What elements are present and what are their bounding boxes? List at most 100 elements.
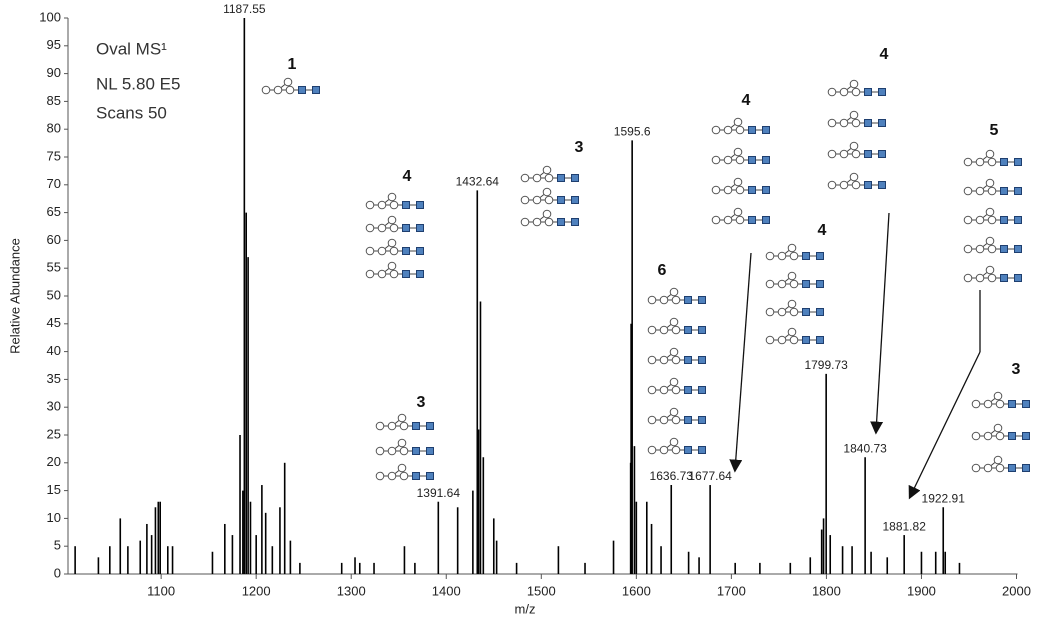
glycan-glcnac [816, 280, 824, 288]
glycan-mannose [723, 215, 733, 225]
glycan-glcnac [684, 446, 692, 454]
glycan-antenna [647, 437, 706, 455]
glycan-mannose [671, 295, 681, 305]
glycan-mannose [647, 415, 657, 425]
glycan-mannose [849, 172, 859, 182]
glycan-antenna [520, 209, 579, 227]
glycan-glcnac [557, 218, 565, 226]
glycan-mannose [851, 118, 861, 128]
y-axis-label: Relative Abundance [7, 238, 22, 354]
glycan-glcnac [762, 216, 770, 224]
glycan-mannose [659, 325, 669, 335]
glycan-glcnac [816, 336, 824, 344]
glycan-mannose [787, 299, 797, 309]
glycan-mannose [399, 471, 409, 481]
glycan-glcnac [1000, 216, 1008, 224]
structure-number: 4 [403, 168, 412, 185]
glycan-mannose [765, 251, 775, 261]
y-tick-label: 95 [47, 37, 61, 52]
glycan-mannose [659, 355, 669, 365]
glycan-mannose [827, 87, 837, 97]
glycan-glcnac [557, 174, 565, 182]
glycan-glcnac [298, 86, 306, 94]
glycan-mannose [849, 79, 859, 89]
glycan-glcnac [426, 472, 434, 480]
glycan-glcnac [416, 201, 424, 209]
glycan-mannose [671, 445, 681, 455]
glycan-mannose [787, 271, 797, 281]
glycan-mannose [733, 177, 743, 187]
glycan-glcnac [684, 416, 692, 424]
glycan-mannose [671, 415, 681, 425]
glycan-mannose [377, 269, 387, 279]
glycan-mannose [397, 463, 407, 473]
peak-label: 1187.55 [223, 2, 266, 16]
glycan-mannose [285, 85, 295, 95]
glycan-antenna [520, 165, 579, 183]
glycan-glcnac [412, 422, 420, 430]
glycan-mannose [365, 246, 375, 256]
glycan-mannose [261, 85, 271, 95]
glycan-mannose [542, 209, 552, 219]
glycan-mannose [520, 217, 530, 227]
glycan-mannose [765, 335, 775, 345]
structure-number: 6 [658, 262, 667, 279]
glycan-glcnac [684, 326, 692, 334]
glycan-glcnac [698, 446, 706, 454]
y-tick-label: 60 [47, 232, 61, 247]
glycan-mannose [647, 355, 657, 365]
glycan-mannose [377, 223, 387, 233]
glycan-glcnac [1022, 400, 1030, 408]
glycan-antenna [827, 141, 886, 159]
glycan-mannose [365, 223, 375, 233]
glycan-mannose [993, 455, 1003, 465]
y-tick-label: 35 [47, 371, 61, 386]
glycan-antenna [647, 287, 706, 305]
y-tick-label: 50 [47, 287, 61, 302]
glycan-mannose [777, 251, 787, 261]
y-tick-label: 20 [47, 454, 61, 469]
structure-number: 3 [1012, 361, 1021, 378]
glycan-mannose [839, 87, 849, 97]
glycan-glcnac [571, 196, 579, 204]
glycan-mannose [995, 463, 1005, 473]
glycan-mannose [963, 186, 973, 196]
glycan-antenna [647, 347, 706, 365]
x-tick-label: 1100 [147, 583, 175, 598]
glycan-glcnac [864, 150, 872, 158]
glycan-mannose [647, 385, 657, 395]
glycan-mannose [789, 279, 799, 289]
glycan-mannose [985, 236, 995, 246]
glycan-antenna [365, 261, 424, 279]
glycan-antenna [963, 207, 1022, 225]
glycan-glcnac [571, 218, 579, 226]
glycan-mannose [839, 149, 849, 159]
structure-number: 1 [288, 56, 297, 73]
glycan-mannose [387, 421, 397, 431]
y-tick-label: 100 [39, 9, 61, 24]
glycan-antenna [365, 238, 424, 256]
glycan-glcnac [698, 326, 706, 334]
y-tick-label: 75 [47, 148, 61, 163]
glycan-mannose [387, 446, 397, 456]
glycan-mannose [387, 261, 397, 271]
glycan-mannose [789, 251, 799, 261]
glycan-glcnac [402, 247, 410, 255]
glycan-mannose [987, 273, 997, 283]
structure-number: 5 [990, 122, 999, 139]
glycan-mannose [963, 273, 973, 283]
glycan-glcnac [412, 447, 420, 455]
glycan-mannose [983, 399, 993, 409]
glycan-mannose [985, 149, 995, 159]
glycan-glcnac [1022, 464, 1030, 472]
glycan-glcnac [1000, 245, 1008, 253]
glycan-mannose [711, 125, 721, 135]
glycan-glcnac [698, 386, 706, 394]
glycan-glcnac [1014, 216, 1022, 224]
structure-number: 4 [880, 46, 889, 63]
glycan-antenna [971, 391, 1030, 409]
y-tick-label: 65 [47, 204, 61, 219]
x-tick-label: 1800 [812, 583, 841, 598]
glycan-glcnac [1000, 187, 1008, 195]
glycan-glcnac [684, 296, 692, 304]
